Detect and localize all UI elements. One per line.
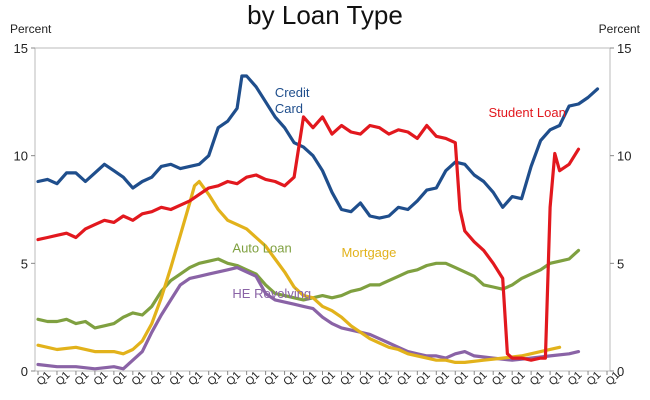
chart-title: by Loan Type [247,0,403,30]
student-loan-line [36,115,581,362]
x-tick-label: Q1 [111,369,130,388]
x-tick-label: Q1 [528,369,547,388]
x-tick-label: Q1 [547,369,566,388]
left-tick-label: 15 [14,41,28,56]
x-tick-label: Q1 [414,369,433,388]
x-tick-label: Q1 [433,369,452,388]
x-tick-label: Q1 [319,369,338,388]
x-tick-label: Q1 [129,369,148,388]
left-axis-unit: Percent [10,22,52,36]
series-layer [36,74,600,371]
he-revolving-line [36,266,581,371]
credit-card-label-line: Card [275,101,303,116]
left-tick-label: 5 [21,256,28,271]
x-tick-label: Q1 [35,369,54,388]
right-axis-unit: Percent [599,22,641,36]
x-tick-label: Q1 [186,369,205,388]
x-tick-label: Q1 [73,369,92,388]
x-tick-label: Q1 [243,369,262,388]
x-tick-label: Q1 [509,369,528,388]
right-tick-label: 5 [617,256,624,271]
x-tick-label: Q1 [262,369,281,388]
he-revolving-label: HE Revolving [232,286,311,301]
x-tick-label: Q1 [92,369,111,388]
left-tick-label: 0 [21,364,28,379]
x-tick-label: Q1 [490,369,509,388]
x-tick-label: Q1 [54,369,73,388]
x-tick-label: Q1 [338,369,357,388]
x-tick-label: Q1 [452,369,471,388]
x-tick-label: Q1 [585,369,604,388]
auto-loan-line [36,248,581,330]
x-tick-label: Q1 [395,369,414,388]
x-tick-label: Q1 [205,369,224,388]
student-loan-label: Student Loan [488,105,565,120]
credit-card-line [36,74,600,220]
right-tick-label: 0 [617,364,624,379]
credit-card-label-line: Credit [275,85,310,100]
auto-loan-label: Auto Loan [232,241,291,256]
right-tick-label: 10 [617,149,631,164]
left-tick-label: 10 [14,149,28,164]
x-tick-label: Q1 [148,369,167,388]
mortgage-label: Mortgage [341,245,396,260]
x-tick-label: Q1 [281,369,300,388]
plot-frame [34,47,611,372]
x-tick-label: Q1 [357,369,376,388]
x-tick-label: Q1 [167,369,186,388]
mortgage-line [36,179,562,364]
x-tick-label: Q1 [376,369,395,388]
right-tick-label: 15 [617,41,631,56]
x-tick-label: Q1 [300,369,319,388]
x-tick-label: Q1 [566,369,585,388]
x-tick-label: Q1 [471,369,490,388]
x-tick-label: Q1 [224,369,243,388]
